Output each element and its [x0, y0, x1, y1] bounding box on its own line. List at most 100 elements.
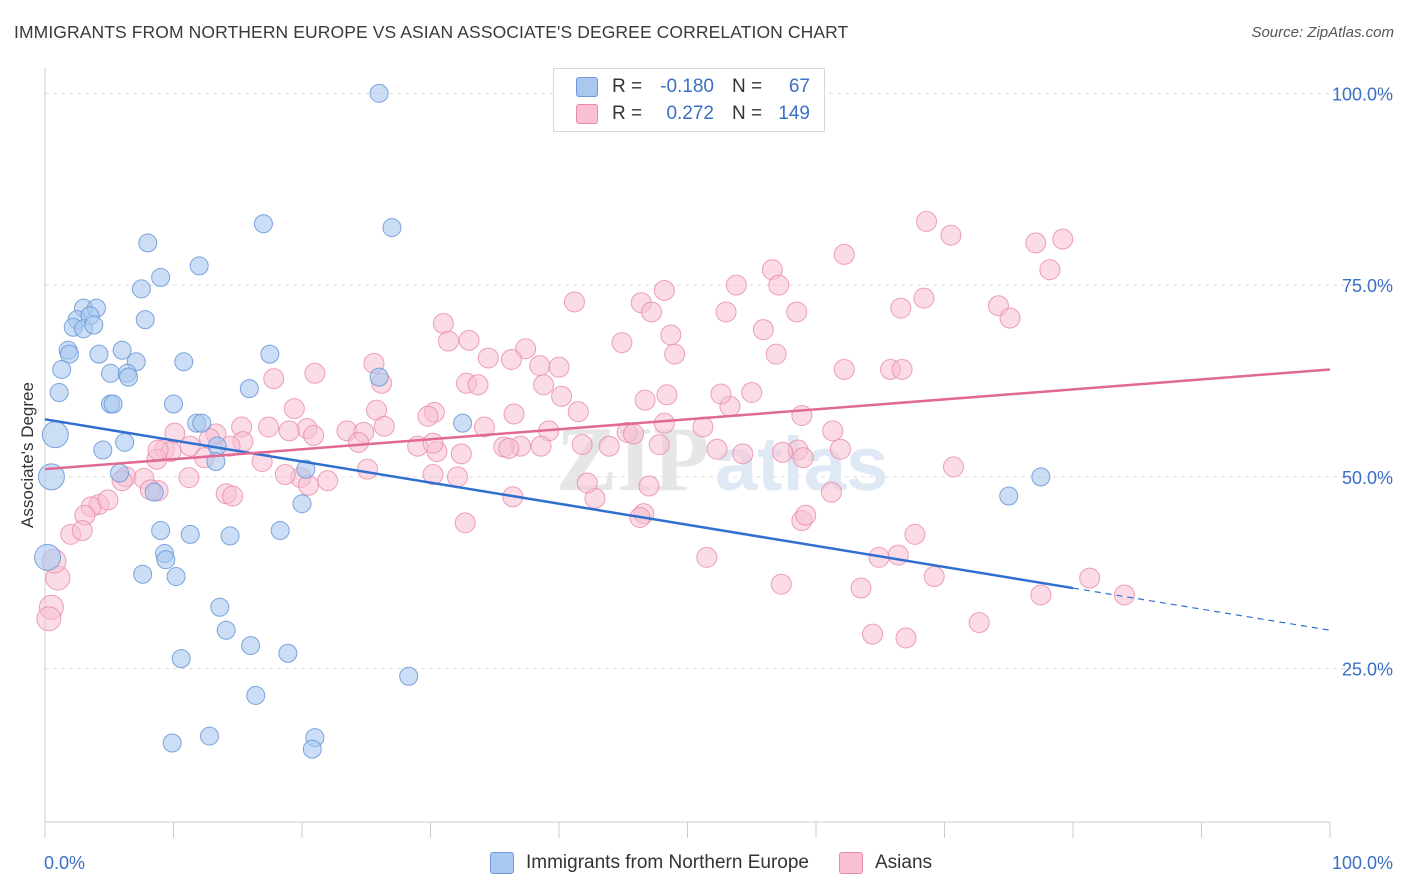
- asians-point: [660, 324, 682, 346]
- asians-point: [752, 319, 774, 341]
- asians-point: [706, 438, 728, 460]
- northern-europe-point: [382, 218, 402, 238]
- legend-swatch-pink: [576, 104, 598, 124]
- northern-europe-point: [216, 620, 236, 640]
- asians-point: [422, 464, 444, 486]
- northern-europe-point: [115, 432, 135, 452]
- asians-point: [515, 338, 537, 360]
- northern-europe-point: [189, 256, 209, 276]
- asians-point: [795, 504, 817, 526]
- asians-point: [503, 403, 525, 425]
- asians-point: [715, 301, 737, 323]
- northern-europe-point: [1031, 467, 1051, 487]
- asians-point: [598, 435, 620, 457]
- legend-swatch-blue: [576, 77, 598, 97]
- asians-point: [770, 573, 792, 595]
- asians-point: [656, 384, 678, 406]
- asians-point: [147, 439, 169, 461]
- legend-n-value: 67: [788, 76, 810, 97]
- northern-europe-point: [260, 344, 280, 364]
- asians-point: [1113, 584, 1135, 606]
- legend-r-label: R =: [612, 103, 643, 124]
- northern-europe-points: [34, 83, 1051, 759]
- y-tick-label: 75.0%: [1342, 276, 1393, 296]
- asians-point: [432, 312, 454, 334]
- asians-point: [822, 420, 844, 442]
- asians-point: [891, 358, 913, 380]
- asians-point: [576, 472, 598, 494]
- northern-europe-point: [110, 463, 130, 483]
- northern-europe-point: [453, 413, 473, 433]
- asians-point: [923, 566, 945, 588]
- northern-europe-point: [220, 526, 240, 546]
- chart-title: IMMIGRANTS FROM NORTHERN EUROPE VS ASIAN…: [14, 22, 849, 42]
- asians-point: [533, 374, 555, 396]
- asians-point: [820, 481, 842, 503]
- northern-europe-point: [103, 394, 123, 414]
- legend-swatch-blue: [490, 852, 514, 874]
- northern-europe-point: [89, 344, 109, 364]
- northern-europe-point: [138, 233, 158, 253]
- asians-point: [904, 523, 926, 545]
- legend-r-label: R =: [612, 76, 643, 97]
- asians-point: [692, 416, 714, 438]
- legend-r-value: 0.272: [666, 103, 714, 124]
- asians-point: [696, 546, 718, 568]
- northern-europe-point: [292, 494, 312, 514]
- northern-europe-point: [278, 643, 298, 663]
- asians-point: [623, 423, 645, 445]
- asians-point: [278, 420, 300, 442]
- asians-point: [648, 434, 670, 456]
- y-tick-label: 100.0%: [1332, 84, 1393, 104]
- asians-point: [653, 279, 675, 301]
- asians-point: [71, 520, 93, 542]
- asians-point: [303, 424, 325, 446]
- asians-point: [862, 623, 884, 645]
- trend-lines: [44, 368, 1331, 631]
- asians-point: [916, 210, 938, 232]
- northern-europe-point: [296, 459, 316, 479]
- asians-point: [467, 374, 489, 396]
- legend-row-blue: R = -0.180 N = 67: [576, 74, 810, 100]
- asians-point: [178, 467, 200, 489]
- northern-europe-point: [166, 567, 186, 587]
- asians-point: [283, 398, 305, 420]
- x-tick-label: 100.0%: [1332, 853, 1393, 873]
- asians-point: [791, 404, 813, 426]
- trend-line-northern-europe-extension: [1072, 587, 1331, 631]
- asians-point: [999, 307, 1021, 329]
- asians-point: [725, 274, 747, 296]
- northern-europe-point: [399, 666, 419, 686]
- asians-point: [36, 606, 62, 632]
- asians-point: [772, 441, 794, 463]
- northern-europe-point: [192, 413, 212, 433]
- northern-europe-point: [112, 340, 132, 360]
- legend-item-asians: Asians: [839, 852, 932, 874]
- grid-lines: [45, 92, 1390, 670]
- asians-point: [792, 447, 814, 469]
- legend-r-value: -0.180: [660, 76, 714, 97]
- y-axis-label: Associate's Degree: [18, 382, 37, 528]
- asians-point: [373, 415, 395, 437]
- legend-n-label: N =: [732, 103, 763, 124]
- asians-point: [551, 385, 573, 407]
- northern-europe-point: [162, 733, 182, 753]
- northern-europe-point: [49, 382, 69, 402]
- asians-points: [36, 210, 1135, 649]
- legend-label: Asians: [875, 852, 933, 873]
- asians-point: [530, 435, 552, 457]
- asians-point: [97, 489, 119, 511]
- asians-point: [913, 287, 935, 309]
- northern-europe-point: [174, 352, 194, 372]
- asians-point: [732, 443, 754, 465]
- chart-source: Source: ZipAtlas.com: [1251, 24, 1394, 41]
- northern-europe-point: [41, 421, 69, 449]
- asians-point: [446, 466, 468, 488]
- asians-point: [887, 544, 909, 566]
- northern-europe-point: [93, 440, 113, 460]
- asians-point: [710, 383, 732, 405]
- asians-point: [1039, 259, 1061, 281]
- tick-labels: 25.0% 50.0% 75.0% 100.0% 0.0% 100.0%: [44, 84, 1393, 873]
- asians-point: [571, 434, 593, 456]
- northern-europe-point: [302, 739, 322, 759]
